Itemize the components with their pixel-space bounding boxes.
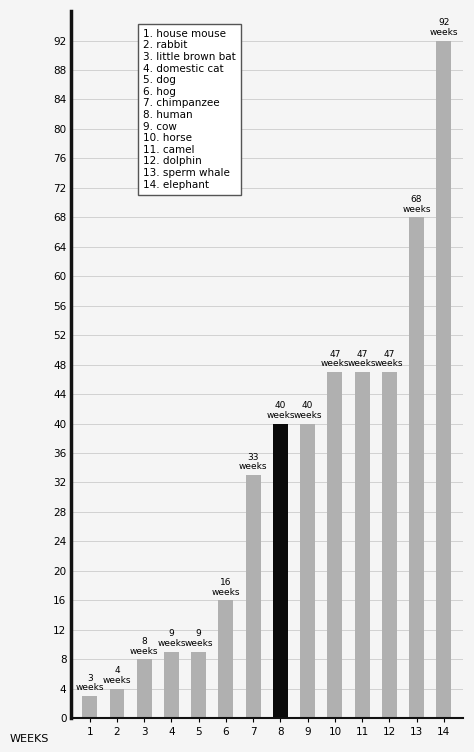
Text: WEEKS: WEEKS <box>10 734 49 744</box>
Bar <box>409 217 424 718</box>
Text: 47
weeks: 47 weeks <box>375 350 403 368</box>
Text: 40
weeks: 40 weeks <box>266 401 295 420</box>
Bar <box>191 652 206 718</box>
Text: 4
weeks: 4 weeks <box>103 666 131 685</box>
Text: 8
weeks: 8 weeks <box>130 637 158 656</box>
Bar <box>328 372 342 718</box>
Bar <box>273 423 288 718</box>
Bar <box>219 600 233 718</box>
Bar <box>246 475 261 718</box>
Text: 1. house mouse
2. rabbit
3. little brown bat
4. domestic cat
5. dog
6. hog
7. ch: 1. house mouse 2. rabbit 3. little brown… <box>143 29 236 190</box>
Text: 16
weeks: 16 weeks <box>212 578 240 596</box>
Text: 47
weeks: 47 weeks <box>348 350 376 368</box>
Text: 9
weeks: 9 weeks <box>184 629 213 648</box>
Bar <box>164 652 179 718</box>
Bar <box>137 660 152 718</box>
Bar <box>82 696 97 718</box>
Text: 3
weeks: 3 weeks <box>75 674 104 693</box>
Bar <box>355 372 370 718</box>
Text: 68
weeks: 68 weeks <box>402 195 431 214</box>
Bar <box>300 423 315 718</box>
Bar <box>109 689 125 718</box>
Text: 9
weeks: 9 weeks <box>157 629 186 648</box>
Text: 47
weeks: 47 weeks <box>320 350 349 368</box>
Text: 33
weeks: 33 weeks <box>239 453 267 472</box>
Bar <box>437 41 451 718</box>
Text: 92
weeks: 92 weeks <box>429 18 458 37</box>
Bar <box>382 372 397 718</box>
Text: 40
weeks: 40 weeks <box>293 401 322 420</box>
